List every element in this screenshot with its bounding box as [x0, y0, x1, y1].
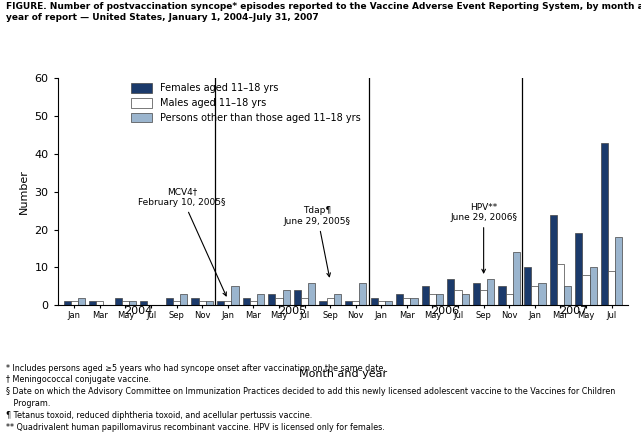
Legend: Females aged 11–18 yrs, Males aged 11–18 yrs, Persons other than those aged 11–1: Females aged 11–18 yrs, Males aged 11–18… [131, 83, 361, 123]
Bar [370, 298, 378, 305]
Bar [575, 233, 583, 305]
Text: MCV4†
February 10, 2005§: MCV4† February 10, 2005§ [138, 187, 226, 296]
Text: Tdap¶
June 29, 2005§: Tdap¶ June 29, 2005§ [284, 207, 351, 277]
Bar [429, 294, 436, 305]
Bar [557, 264, 564, 305]
Bar [506, 294, 513, 305]
Bar [231, 286, 238, 305]
Text: FIGURE. Number of postvaccination syncope* episodes reported to the Vaccine Adve: FIGURE. Number of postvaccination syncop… [6, 2, 641, 21]
Bar [615, 237, 622, 305]
Bar [524, 267, 531, 305]
Bar [166, 298, 173, 305]
Bar [268, 294, 276, 305]
Bar [140, 301, 147, 305]
Bar [378, 301, 385, 305]
Text: HPV**
June 29, 2006§: HPV** June 29, 2006§ [450, 203, 517, 273]
Text: 2006: 2006 [431, 306, 460, 316]
Bar [334, 294, 341, 305]
Bar [480, 290, 487, 305]
Bar [487, 279, 494, 305]
Bar [217, 301, 224, 305]
Bar [360, 283, 367, 305]
Bar [462, 294, 469, 305]
Text: 2004: 2004 [124, 306, 153, 316]
Bar [173, 301, 180, 305]
Bar [276, 298, 283, 305]
Bar [499, 286, 506, 305]
Bar [447, 279, 454, 305]
Bar [410, 298, 418, 305]
Bar [96, 301, 103, 305]
Bar [122, 301, 129, 305]
Bar [257, 294, 264, 305]
Bar [454, 290, 462, 305]
Bar [115, 298, 122, 305]
Bar [283, 290, 290, 305]
Bar [243, 298, 250, 305]
Bar [326, 298, 334, 305]
Bar [385, 301, 392, 305]
Text: 2007: 2007 [559, 306, 587, 316]
Text: Month and year: Month and year [299, 369, 387, 379]
Bar [71, 301, 78, 305]
Bar [199, 301, 206, 305]
Bar [590, 267, 597, 305]
Text: 2005: 2005 [278, 306, 306, 316]
Text: * Includes persons aged ≥5 years who had syncope onset after vaccination on the : * Includes persons aged ≥5 years who had… [6, 364, 615, 432]
Bar [436, 294, 443, 305]
Bar [473, 283, 480, 305]
Bar [583, 275, 590, 305]
Bar [129, 301, 137, 305]
Y-axis label: Number: Number [19, 170, 29, 214]
Bar [294, 290, 301, 305]
Bar [601, 143, 608, 305]
Bar [78, 298, 85, 305]
Bar [608, 271, 615, 305]
Bar [549, 215, 557, 305]
Bar [206, 301, 213, 305]
Bar [301, 298, 308, 305]
Bar [538, 283, 545, 305]
Bar [345, 301, 352, 305]
Bar [319, 301, 326, 305]
Bar [89, 301, 96, 305]
Bar [396, 294, 403, 305]
Bar [192, 298, 199, 305]
Bar [352, 301, 360, 305]
Bar [564, 286, 571, 305]
Bar [224, 301, 231, 305]
Bar [403, 298, 410, 305]
Bar [531, 286, 538, 305]
Bar [422, 286, 429, 305]
Bar [63, 301, 71, 305]
Bar [250, 301, 257, 305]
Bar [308, 283, 315, 305]
Bar [513, 252, 520, 305]
Bar [180, 294, 187, 305]
